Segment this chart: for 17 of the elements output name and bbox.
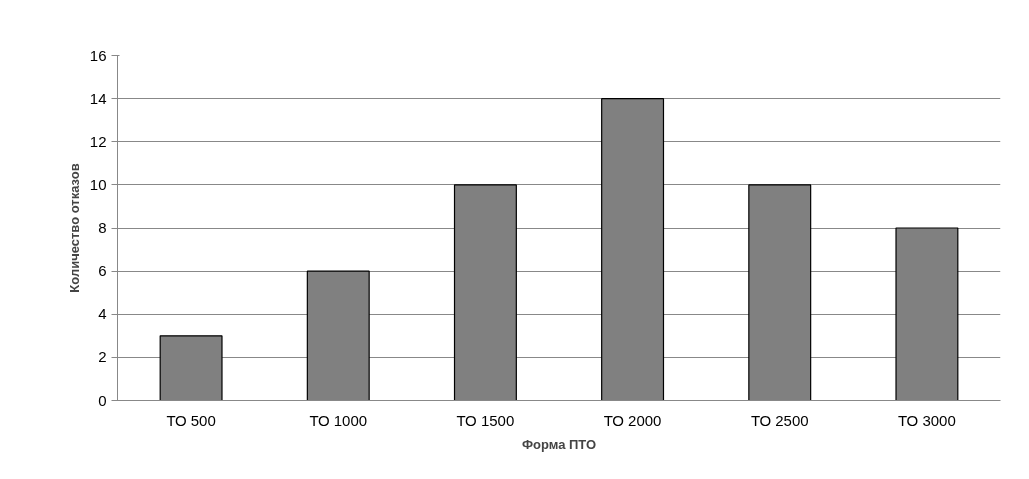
y-tick-label: 8 [98,219,107,236]
x-tick-label: ТО 1000 [309,411,368,429]
x-tick-label: ТО 2000 [603,411,662,429]
x-tick-label: ТО 3000 [898,411,956,429]
y-tick-label: 0 [98,391,107,409]
x-tick-label: ТО 1500 [456,411,515,429]
y-tick-label: 12 [89,132,107,150]
y-tick-label: 4 [98,305,107,323]
x-axis-title: Форма ПТО [521,436,597,452]
y-axis-title: Количество отказов [66,163,82,293]
y-tick-label: 14 [89,89,107,107]
y-tick-label: 10 [89,175,107,193]
y-tick-label: 2 [98,348,107,366]
y-tick-label: 6 [98,262,107,280]
y-tick-label: 16 [89,46,107,64]
x-tick-label: ТО 500 [166,411,216,429]
x-tick-label: ТО 2500 [750,411,809,429]
